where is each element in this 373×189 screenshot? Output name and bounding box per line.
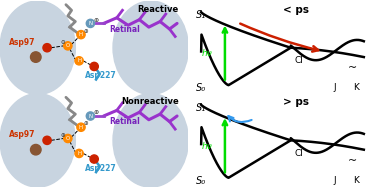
Text: ⊕: ⊕ bbox=[93, 18, 98, 22]
Text: S₁: S₁ bbox=[196, 103, 206, 113]
Text: S₀: S₀ bbox=[196, 83, 206, 93]
Circle shape bbox=[86, 112, 95, 120]
Circle shape bbox=[75, 149, 83, 158]
Circle shape bbox=[90, 62, 98, 70]
Text: Nonreactive: Nonreactive bbox=[121, 97, 179, 106]
Text: Asp227: Asp227 bbox=[85, 71, 116, 80]
Text: Cl: Cl bbox=[294, 149, 303, 158]
Text: S₀: S₀ bbox=[196, 176, 206, 186]
Circle shape bbox=[75, 57, 83, 65]
Text: Retinal: Retinal bbox=[109, 25, 140, 33]
Ellipse shape bbox=[0, 94, 75, 187]
Text: J: J bbox=[333, 84, 336, 92]
Text: hν: hν bbox=[201, 49, 212, 58]
Circle shape bbox=[90, 155, 98, 163]
Text: H: H bbox=[79, 32, 83, 37]
Text: N: N bbox=[88, 114, 93, 119]
Ellipse shape bbox=[113, 94, 188, 187]
Text: ⊖: ⊖ bbox=[60, 40, 65, 45]
Text: O: O bbox=[66, 43, 70, 48]
Text: J: J bbox=[333, 176, 336, 185]
Text: Asp227: Asp227 bbox=[85, 164, 116, 173]
Text: K: K bbox=[354, 84, 360, 92]
Text: ⊕: ⊕ bbox=[84, 121, 88, 126]
Text: Retinal: Retinal bbox=[109, 117, 140, 126]
Text: Reactive: Reactive bbox=[138, 5, 179, 14]
Circle shape bbox=[43, 136, 51, 144]
Text: H: H bbox=[77, 151, 81, 156]
Circle shape bbox=[43, 44, 51, 52]
Text: O: O bbox=[66, 136, 70, 141]
Text: S₁: S₁ bbox=[196, 10, 206, 20]
Text: hν: hν bbox=[201, 142, 212, 151]
Text: K: K bbox=[354, 176, 360, 185]
Text: Asp97: Asp97 bbox=[9, 38, 36, 47]
Text: ~: ~ bbox=[348, 156, 357, 166]
Ellipse shape bbox=[0, 1, 75, 94]
Text: H: H bbox=[77, 58, 81, 63]
Text: Cl: Cl bbox=[294, 56, 303, 65]
Circle shape bbox=[31, 144, 41, 155]
Text: H: H bbox=[79, 125, 83, 130]
Text: Asp97: Asp97 bbox=[9, 130, 36, 139]
Text: > ps: > ps bbox=[283, 97, 310, 107]
Ellipse shape bbox=[113, 1, 188, 94]
Text: N: N bbox=[88, 21, 93, 26]
Circle shape bbox=[86, 19, 95, 28]
Text: ⊕: ⊕ bbox=[60, 133, 65, 138]
Text: ~: ~ bbox=[348, 63, 357, 73]
Circle shape bbox=[31, 52, 41, 62]
Text: ⊕: ⊕ bbox=[84, 29, 88, 34]
Circle shape bbox=[77, 30, 85, 39]
Circle shape bbox=[64, 42, 72, 50]
Text: < ps: < ps bbox=[283, 5, 310, 15]
Text: ⊕: ⊕ bbox=[93, 110, 98, 115]
Circle shape bbox=[64, 134, 72, 143]
Circle shape bbox=[77, 123, 85, 131]
